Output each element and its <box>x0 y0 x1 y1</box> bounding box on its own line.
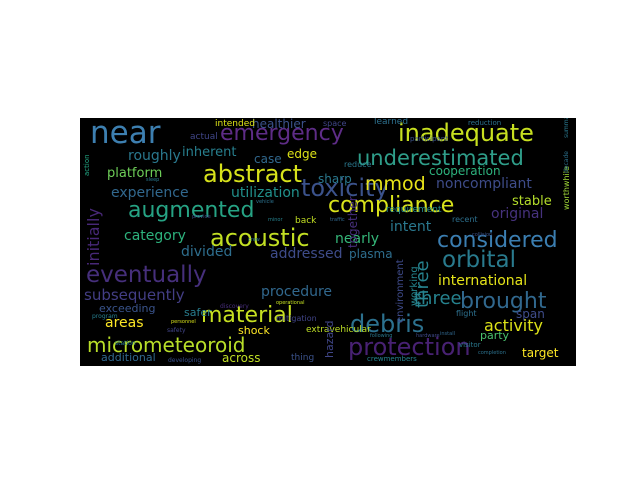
word: considered <box>437 228 558 253</box>
word: intended <box>215 119 255 129</box>
word: following <box>370 333 393 339</box>
word: decade <box>563 151 570 173</box>
word: discovery <box>220 303 249 310</box>
word: sharp <box>318 172 352 186</box>
word: mitigation <box>276 314 317 323</box>
word-cloud: near emergency inadequate abstract under… <box>80 118 576 366</box>
word: vehicle <box>256 199 274 205</box>
word: utilization <box>231 185 300 201</box>
word: initially <box>84 208 103 266</box>
word: shock <box>238 324 270 337</box>
word: inadequate <box>398 119 534 147</box>
word: healthier <box>252 118 306 131</box>
word: emergency <box>220 121 344 146</box>
word: sleep <box>146 177 160 183</box>
word: additional <box>101 351 156 364</box>
word: augmented <box>128 198 255 223</box>
word: collision <box>472 232 493 238</box>
word: areas <box>105 315 144 331</box>
word: span <box>516 307 545 321</box>
word: crew <box>248 237 260 243</box>
word: program <box>92 313 118 320</box>
word: plasma <box>349 247 393 261</box>
word: traffic <box>330 217 345 223</box>
word: international <box>438 273 528 289</box>
word: exceeding <box>99 302 156 315</box>
word: divided <box>181 244 233 260</box>
word: summary <box>563 118 570 138</box>
word: safer <box>184 306 212 319</box>
word: personnel <box>171 319 196 325</box>
word: space <box>323 119 347 128</box>
word: three <box>414 288 462 309</box>
word: brought <box>460 289 547 314</box>
word: minor <box>268 217 283 223</box>
word: subsequently <box>84 286 185 304</box>
word: material <box>201 303 293 328</box>
word: requirement <box>386 205 442 215</box>
word: micrometeoroid <box>87 333 246 357</box>
word: roughly <box>128 148 181 164</box>
word: procedure <box>261 284 333 300</box>
word: back <box>295 216 317 226</box>
word: recent <box>452 215 478 224</box>
word: cooperation <box>429 164 501 178</box>
word: hazard <box>323 320 336 358</box>
word: completion <box>478 350 506 356</box>
word: activity <box>484 316 543 335</box>
word: station <box>115 340 136 347</box>
word: hardware <box>416 333 440 339</box>
word: toxicity <box>301 174 389 202</box>
word: addressed <box>270 246 343 262</box>
word: inherent <box>182 145 237 160</box>
word: three <box>412 260 433 308</box>
word: category <box>124 228 186 244</box>
word: reduction <box>468 119 502 127</box>
word: participant <box>410 135 449 143</box>
word: abstract <box>203 160 303 188</box>
word: reduce <box>344 160 372 169</box>
word: together <box>346 196 360 248</box>
word: crewmembers <box>367 355 417 363</box>
word: learned <box>374 118 409 127</box>
word: noncompliant <box>436 176 532 192</box>
word: visitor <box>459 341 481 349</box>
word: mmod <box>365 173 426 195</box>
word: debris <box>350 310 425 338</box>
word: edge <box>287 147 317 161</box>
word: near <box>90 118 161 151</box>
word: orbital <box>442 247 517 273</box>
word: original <box>491 206 544 222</box>
word: acoustic <box>210 224 310 252</box>
word: extravehicular <box>306 325 371 335</box>
word: intent <box>390 219 432 235</box>
word: environment <box>395 259 406 323</box>
word: underestimated <box>357 146 524 170</box>
word: provide <box>192 214 211 220</box>
word: protection <box>348 333 471 361</box>
word: safety <box>167 327 186 334</box>
word: eventually <box>86 262 207 288</box>
word: case <box>254 152 282 166</box>
word: thing <box>291 353 315 363</box>
word: platform <box>107 166 163 181</box>
word: developing <box>168 357 202 364</box>
word: nearly <box>335 231 379 247</box>
word: flight <box>456 309 477 318</box>
word: compliance <box>328 193 455 218</box>
word: actual <box>190 132 218 142</box>
word: target <box>522 346 559 360</box>
word: party <box>480 329 510 342</box>
word: action <box>83 154 91 176</box>
word: install <box>440 331 455 337</box>
word: operational <box>276 300 305 306</box>
word: experience <box>111 185 189 201</box>
word: stable <box>512 194 552 209</box>
word: across <box>222 351 261 365</box>
